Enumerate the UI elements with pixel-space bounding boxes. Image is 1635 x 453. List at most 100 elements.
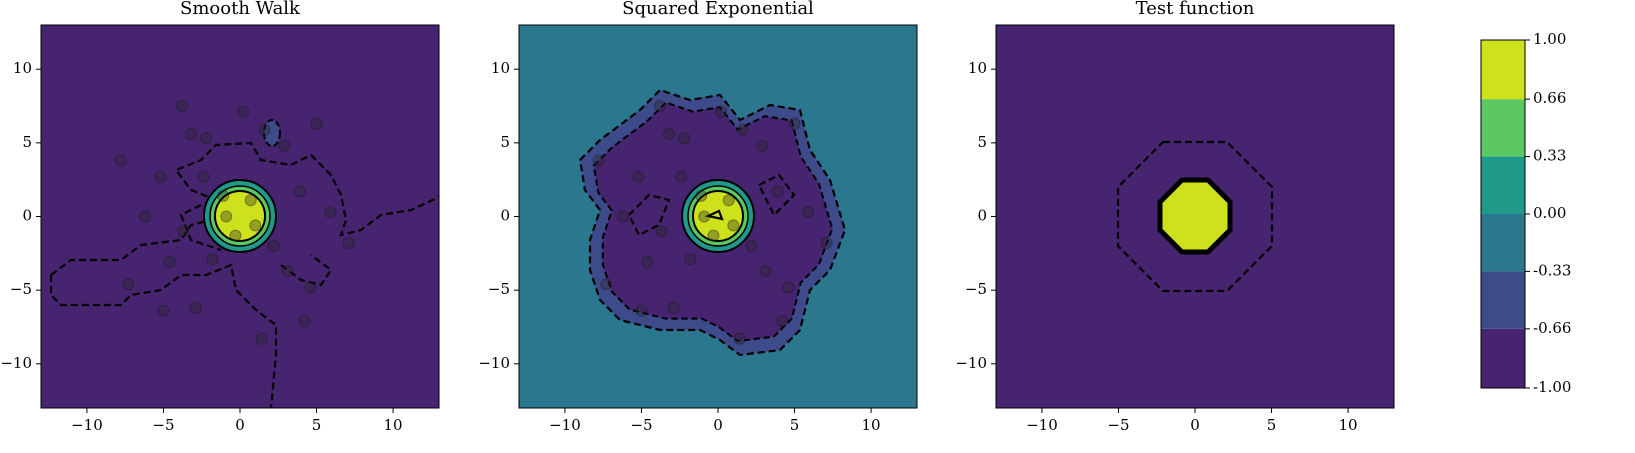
y-tick-label: −10	[0, 354, 32, 372]
contour	[757, 173, 796, 217]
scatter-point	[310, 117, 323, 130]
y-tick-label: −5	[488, 280, 510, 298]
scatter-point	[258, 123, 271, 136]
scatter-point	[342, 237, 355, 250]
y-tick-label: 5	[977, 133, 987, 151]
panel-title: Smooth Walk	[180, 0, 301, 19]
scatter-point	[298, 315, 311, 328]
contour	[50, 141, 440, 276]
scatter-point	[267, 239, 280, 252]
scatter-point	[220, 210, 233, 223]
x-tick-label: −5	[630, 416, 652, 434]
colorbar-band	[1481, 40, 1525, 100]
y-tick-label: −5	[10, 280, 32, 298]
colorbar-tick-label: -0.33	[1533, 261, 1571, 279]
panel: Test function −10 −5 0 5 10 −10 −5 0 5 10	[955, 0, 1395, 434]
scatter-point	[139, 210, 152, 223]
scatter-point	[684, 253, 697, 266]
contour	[263, 119, 281, 147]
scatter-point	[278, 139, 291, 152]
contour	[49, 263, 278, 409]
scatter-point	[185, 128, 198, 141]
x-tick-label: 5	[1267, 416, 1277, 434]
scatter-point	[715, 105, 728, 118]
scatter-point	[237, 105, 250, 118]
scatter-point	[157, 304, 170, 317]
scatter-point	[820, 237, 833, 250]
y-tick-label: 10	[491, 59, 510, 77]
colorbar-band	[1481, 271, 1525, 329]
scatter-point	[163, 256, 176, 269]
scatter-point	[200, 132, 213, 145]
y-tick-label: −10	[955, 354, 987, 372]
x-tick-label: 5	[790, 416, 800, 434]
scatter-point	[255, 332, 268, 345]
scatter-point	[802, 206, 815, 219]
scatter-point	[617, 210, 630, 223]
scatter-point	[304, 281, 317, 294]
panel-title: Test function	[1136, 0, 1255, 19]
y-tick-label: 10	[13, 59, 32, 77]
colorbar-tick-label: 0.66	[1533, 89, 1566, 107]
x-tick-label: −5	[152, 416, 174, 434]
scatter-point	[745, 239, 758, 252]
contour	[280, 254, 333, 287]
scatter-point	[695, 189, 708, 202]
contour	[704, 209, 724, 221]
colorbar-band	[1481, 214, 1525, 272]
contour	[692, 190, 744, 242]
scatter-point	[722, 194, 735, 207]
x-tick-label: −5	[1107, 416, 1129, 434]
contour	[627, 193, 671, 237]
scatter-point	[206, 253, 219, 266]
y-tick-label: 5	[500, 133, 510, 151]
scatter-point	[782, 281, 795, 294]
x-tick-label: 10	[384, 416, 403, 434]
colorbar-tick-label: -1.00	[1533, 378, 1571, 396]
scatter-point	[653, 100, 666, 113]
x-tick-label: 10	[862, 416, 881, 434]
y-tick-label: −5	[965, 280, 987, 298]
contour	[214, 190, 266, 242]
scatter-point	[592, 154, 605, 167]
scatter-point	[189, 301, 202, 314]
y-tick-label: −10	[478, 354, 510, 372]
colorbar-tick-label: 0.00	[1533, 204, 1566, 222]
y-tick-label: 5	[22, 133, 32, 151]
scatter-point	[698, 210, 711, 223]
y-tick-label: 10	[968, 59, 987, 77]
scatter-point	[324, 206, 337, 219]
colorbar-tick-label: 0.33	[1533, 147, 1566, 165]
panel: Smooth Walk −10 −5 0 5 10 −10 −5 0 5 10	[0, 0, 440, 434]
panel: Squared Exponential −10 −5 0 5 10 −10 −5 0 5 10	[478, 0, 918, 434]
y-tick-label: 0	[500, 207, 510, 225]
x-tick-label: −10	[1026, 416, 1058, 434]
scatter-point	[736, 123, 749, 136]
scatter-point	[655, 225, 668, 238]
scatter-point	[667, 301, 680, 314]
scatter-point	[641, 256, 654, 269]
x-tick-label: 0	[1190, 416, 1200, 434]
colorbar-band	[1481, 156, 1525, 214]
scatter-point	[663, 128, 676, 141]
scatter-point	[249, 219, 262, 232]
contour	[179, 204, 222, 252]
contour	[1157, 177, 1233, 255]
scatter-point	[707, 229, 720, 242]
scatter-point	[759, 265, 772, 278]
colorbar-tick-label: -0.66	[1533, 319, 1571, 337]
scatter-point	[635, 304, 648, 317]
scatter-point	[788, 117, 801, 130]
y-tick-label: 0	[22, 207, 32, 225]
scatter-point	[114, 154, 127, 167]
scatter-point	[197, 170, 210, 183]
colorbar-band	[1481, 328, 1525, 388]
scatter-point	[229, 229, 242, 242]
colorbar-tick-label: 1.00	[1533, 30, 1566, 48]
scatter-point	[632, 170, 645, 183]
scatter-point	[675, 170, 688, 183]
scatter-point	[281, 265, 294, 278]
panel-title: Squared Exponential	[622, 0, 814, 19]
x-tick-label: 5	[312, 416, 322, 434]
